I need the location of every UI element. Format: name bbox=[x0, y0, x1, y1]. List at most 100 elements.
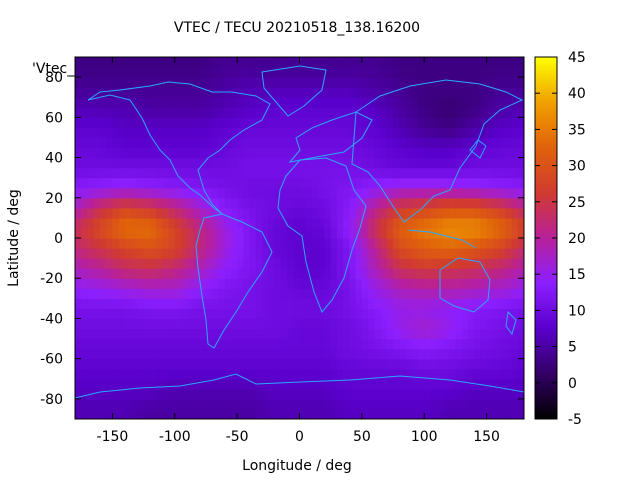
heatmap-cell bbox=[361, 137, 369, 149]
heatmap-cell bbox=[455, 318, 463, 330]
heatmap-cell bbox=[299, 147, 307, 159]
heatmap-cell bbox=[118, 238, 126, 249]
heatmap-cell bbox=[124, 207, 132, 219]
heatmap-cell bbox=[499, 298, 506, 309]
heatmap-cell bbox=[411, 348, 419, 360]
heatmap-cell bbox=[99, 378, 107, 390]
heatmap-cell bbox=[311, 328, 319, 340]
heatmap-cell bbox=[106, 137, 114, 149]
heatmap-cell bbox=[486, 187, 494, 199]
heatmap-cell bbox=[380, 318, 388, 330]
heatmap-cell bbox=[274, 127, 282, 139]
heatmap-cell bbox=[131, 268, 138, 279]
heatmap-cell bbox=[124, 248, 132, 259]
heatmap-cell bbox=[274, 167, 282, 179]
heatmap-cell bbox=[118, 157, 126, 169]
heatmap-cell bbox=[75, 308, 82, 320]
heatmap-cell bbox=[106, 147, 114, 159]
heatmap-cell bbox=[505, 227, 513, 239]
heatmap-cell bbox=[131, 408, 138, 419]
heatmap-cell bbox=[442, 177, 450, 189]
heatmap-cell bbox=[374, 107, 382, 118]
heatmap-cell bbox=[218, 137, 226, 149]
heatmap-cell bbox=[137, 77, 145, 88]
heatmap-cell bbox=[162, 308, 170, 320]
heatmap-cell bbox=[417, 77, 425, 88]
heatmap-cell bbox=[386, 167, 394, 179]
heatmap-cell bbox=[118, 197, 126, 209]
heatmap-cell bbox=[311, 248, 319, 259]
heatmap-cell bbox=[399, 167, 407, 179]
heatmap-cell bbox=[499, 87, 506, 98]
heatmap-cell bbox=[449, 378, 457, 390]
heatmap-cell bbox=[187, 288, 195, 299]
heatmap-cell bbox=[112, 227, 120, 239]
heatmap-cell bbox=[280, 268, 288, 279]
heatmap-cell bbox=[393, 388, 400, 400]
heatmap-cell bbox=[293, 67, 301, 78]
heatmap-cell bbox=[268, 197, 276, 209]
heatmap-cell bbox=[87, 288, 95, 299]
heatmap-cell bbox=[174, 238, 182, 249]
heatmap-cell bbox=[156, 408, 163, 419]
heatmap-cell bbox=[349, 368, 357, 380]
heatmap-cell bbox=[399, 117, 407, 128]
heatmap-cell bbox=[106, 127, 114, 139]
heatmap-cell bbox=[361, 278, 369, 289]
heatmap-cell bbox=[212, 227, 220, 239]
heatmap-cell bbox=[424, 378, 432, 390]
x-tick-label: 0 bbox=[295, 429, 304, 445]
heatmap-cell bbox=[106, 107, 114, 118]
heatmap-cell bbox=[149, 318, 157, 330]
heatmap-cell bbox=[255, 117, 263, 128]
heatmap-cell bbox=[131, 177, 138, 189]
heatmap-cell bbox=[380, 238, 388, 249]
heatmap-cell bbox=[143, 117, 151, 128]
heatmap-cell bbox=[99, 388, 107, 400]
colorbar-tick-label: 20 bbox=[568, 231, 586, 247]
heatmap-cell bbox=[417, 117, 425, 128]
heatmap-cell bbox=[156, 147, 163, 159]
heatmap-cell bbox=[393, 67, 400, 78]
heatmap-cell bbox=[124, 117, 132, 128]
heatmap-cell bbox=[361, 398, 369, 410]
heatmap-cell bbox=[361, 117, 369, 128]
heatmap-cell bbox=[455, 67, 463, 78]
heatmap-cell bbox=[436, 107, 444, 118]
heatmap-cell bbox=[218, 268, 226, 279]
heatmap-cell bbox=[386, 227, 394, 239]
heatmap-cell bbox=[230, 227, 238, 239]
heatmap-cell bbox=[311, 258, 319, 269]
heatmap-cell bbox=[124, 388, 132, 400]
heatmap-cell bbox=[274, 77, 282, 88]
heatmap-cell bbox=[318, 378, 326, 390]
heatmap-cell bbox=[293, 248, 301, 259]
heatmap-cell bbox=[287, 408, 294, 419]
heatmap-cell bbox=[274, 227, 282, 239]
heatmap-cell bbox=[149, 77, 157, 88]
heatmap-cell bbox=[430, 378, 438, 390]
heatmap-cell bbox=[249, 238, 257, 249]
heatmap-cell bbox=[318, 107, 326, 118]
heatmap-cell bbox=[268, 217, 276, 229]
heatmap-cell bbox=[268, 107, 276, 118]
heatmap-cell bbox=[287, 348, 294, 360]
heatmap-cell bbox=[349, 318, 357, 330]
heatmap-cell bbox=[386, 187, 394, 199]
heatmap-cell bbox=[480, 408, 488, 419]
heatmap-cell bbox=[262, 358, 269, 370]
heatmap-cell bbox=[368, 238, 375, 249]
heatmap-cell bbox=[499, 288, 506, 299]
heatmap-cell bbox=[218, 177, 226, 189]
heatmap-cell bbox=[361, 97, 369, 108]
heatmap-cell bbox=[305, 187, 313, 199]
heatmap-cell bbox=[311, 197, 319, 209]
heatmap-cell bbox=[467, 368, 475, 380]
heatmap-cell bbox=[299, 97, 307, 108]
heatmap-cell bbox=[511, 308, 519, 320]
heatmap-cell bbox=[417, 238, 425, 249]
heatmap-cell bbox=[442, 358, 450, 370]
heatmap-cell bbox=[230, 248, 238, 259]
heatmap-cell bbox=[417, 127, 425, 139]
heatmap-cell bbox=[193, 348, 201, 360]
